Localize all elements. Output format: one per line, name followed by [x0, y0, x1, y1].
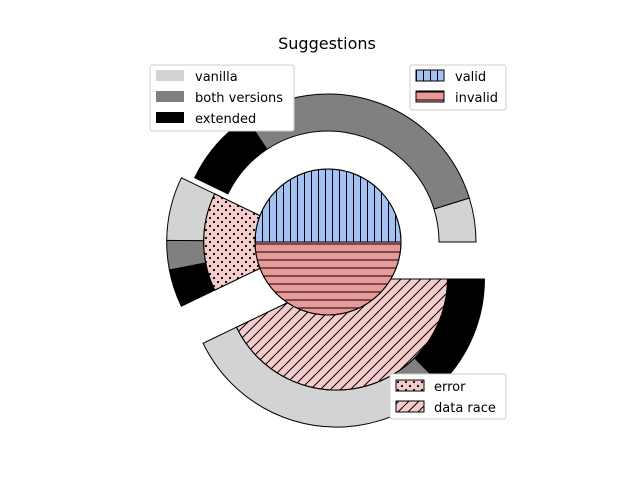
legend-swatch-vanilla: [156, 70, 184, 81]
chart-title: Suggestions: [278, 34, 376, 53]
legend-label-data-race: data race: [434, 401, 496, 416]
legend-inner: valid invalid: [409, 64, 507, 111]
legend-swatch-error-hatch: [396, 380, 424, 391]
legend-label-error: error: [434, 380, 466, 395]
legend-label-vanilla: vanilla: [195, 70, 238, 85]
legend-swatch-extended: [156, 112, 184, 123]
legend-outer-frame: [149, 64, 295, 132]
legend-middle: error data race: [389, 373, 507, 420]
legend-label-both-versions: both versions: [195, 91, 283, 106]
legend-swatch-both-versions: [156, 91, 184, 102]
legend-label-extended: extended: [195, 112, 256, 127]
legend-label-invalid: invalid: [455, 91, 498, 106]
middle-slice-data-race-hatch: [235, 278, 448, 391]
legend-swatch-data-race-hatch: [396, 401, 424, 412]
legend-label-valid: valid: [455, 70, 486, 85]
outer-slice-valid-extended: [193, 117, 268, 195]
inner-slice-invalid-hatch: [254, 241, 402, 316]
inner-slice-valid-hatch: [254, 168, 402, 243]
legend-swatch-invalid-hatch: [416, 91, 444, 102]
pie-root: [166, 93, 485, 428]
legend-outer: vanilla both versions extended: [149, 64, 295, 132]
legend-swatch-valid-hatch: [416, 70, 444, 81]
